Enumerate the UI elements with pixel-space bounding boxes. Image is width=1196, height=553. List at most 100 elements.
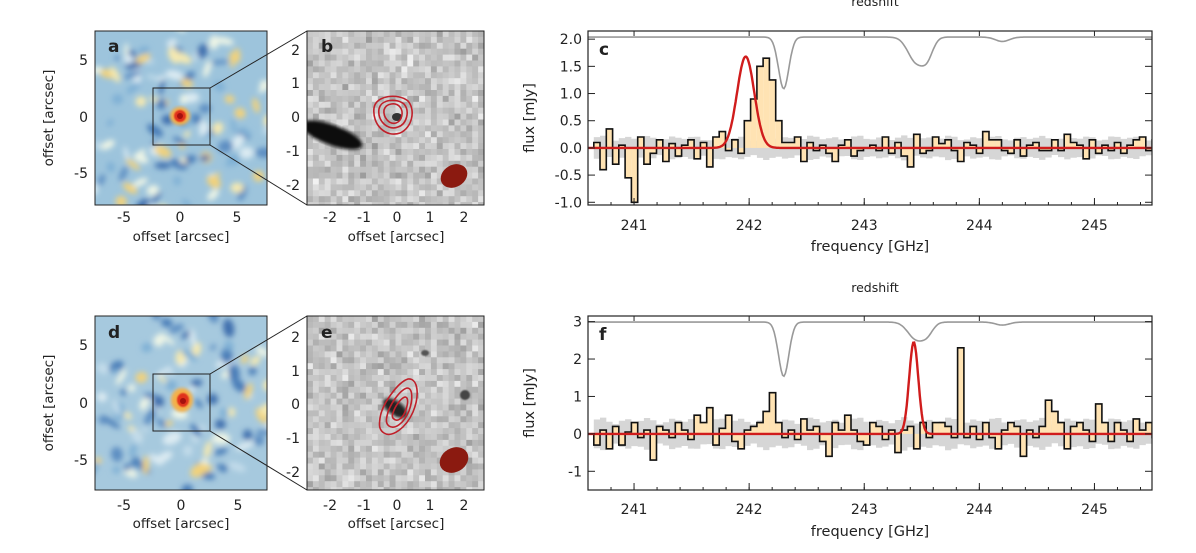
map-pixel	[395, 339, 402, 346]
map-pixel	[407, 125, 414, 132]
map-pixel	[442, 119, 449, 126]
map-pixel	[413, 451, 420, 458]
map-pixel	[354, 190, 361, 197]
flux-bar	[869, 422, 877, 434]
map-pixel	[454, 422, 461, 429]
map-pixel	[336, 36, 343, 44]
plot-area	[588, 36, 1152, 204]
map-pixel	[395, 137, 402, 144]
map-texture	[96, 392, 108, 402]
map-pixel	[413, 475, 420, 482]
map-pixel	[342, 451, 349, 458]
map-pixel	[407, 451, 414, 458]
map-pixel	[425, 84, 432, 91]
map-pixel	[336, 84, 343, 91]
map-pixel	[307, 439, 314, 447]
map-pixel	[454, 101, 461, 109]
map-pixel	[407, 137, 414, 144]
map-pixel	[312, 137, 320, 144]
map-pixel	[425, 66, 432, 73]
map-pixel	[460, 72, 467, 79]
map-pixel	[425, 36, 432, 44]
map-pixel	[336, 202, 343, 205]
map-pixel	[466, 369, 473, 376]
map-pixel	[478, 160, 484, 168]
map-pixel	[389, 487, 396, 490]
map-texture	[112, 368, 119, 376]
map-pixel	[354, 60, 361, 67]
map-pixel	[472, 416, 479, 423]
map-pixel	[360, 31, 367, 38]
map-pixel	[354, 131, 361, 138]
map-texture	[183, 445, 193, 457]
map-texture	[158, 376, 167, 383]
map-pixel	[312, 380, 320, 388]
map-pixel	[401, 196, 408, 203]
flux-bar	[1095, 147, 1102, 154]
map-texture	[126, 82, 141, 94]
map-texture	[193, 51, 199, 63]
y-tick-label: 2.0	[560, 32, 582, 48]
map-pixel	[318, 321, 326, 329]
map-pixel	[312, 410, 320, 417]
map-texture	[227, 461, 246, 472]
map-pixel	[472, 172, 479, 179]
map-pixel	[336, 369, 343, 376]
map-texture	[228, 407, 236, 418]
map-pixel	[407, 131, 414, 138]
map-pixel	[366, 445, 373, 453]
map-texture	[242, 429, 253, 441]
map-pixel	[442, 48, 449, 55]
map-pixel	[472, 113, 479, 120]
map-pixel	[430, 166, 438, 173]
map-pixel	[366, 487, 373, 490]
map-pixel	[442, 375, 449, 382]
map-pixel	[442, 137, 449, 144]
map-pixel	[436, 428, 444, 435]
map-pixel	[330, 42, 337, 50]
panel-letter: c	[599, 40, 609, 60]
y-tick: -2	[286, 178, 300, 194]
map-pixel	[454, 321, 461, 329]
map-pixel	[342, 422, 349, 429]
map-pixel	[466, 101, 473, 109]
map-pixel	[312, 48, 320, 55]
map-pixel	[460, 357, 467, 364]
flux-bar	[838, 145, 845, 148]
map-pixel	[366, 149, 373, 156]
map-pixel	[330, 445, 337, 453]
map-pixel	[366, 333, 373, 340]
map-pixel	[454, 160, 461, 168]
gaussian-fit	[588, 55, 1152, 150]
map-pixel	[342, 357, 349, 364]
map-pixel	[478, 445, 484, 453]
map-pixel	[442, 31, 449, 38]
map-pixel	[312, 149, 320, 156]
map-pixel	[448, 36, 455, 44]
map-pixel	[348, 66, 355, 73]
map-pixel	[466, 131, 473, 138]
x-tick-label: 241	[621, 218, 648, 234]
flux-bar	[838, 430, 845, 434]
map-texture	[181, 349, 198, 362]
map-pixel	[419, 202, 426, 205]
map-pixel	[336, 66, 343, 73]
map-pixel	[442, 190, 449, 197]
map-pixel	[307, 422, 314, 429]
map-pixel	[330, 321, 337, 329]
map-pixel	[419, 451, 426, 458]
map-pixel	[307, 463, 314, 470]
map-pixel	[442, 42, 449, 50]
map-pixel	[448, 392, 455, 399]
map-pixel	[354, 457, 361, 464]
map-pixel	[442, 422, 449, 429]
map-texture	[210, 344, 216, 351]
map-pixel	[336, 487, 343, 490]
map-pixel	[478, 339, 484, 346]
map-texture	[271, 384, 289, 402]
map-texture	[190, 423, 202, 437]
map-pixel	[407, 463, 414, 470]
map-pixel	[425, 487, 432, 490]
map-pixel	[407, 113, 414, 120]
map-pixel	[366, 469, 373, 476]
